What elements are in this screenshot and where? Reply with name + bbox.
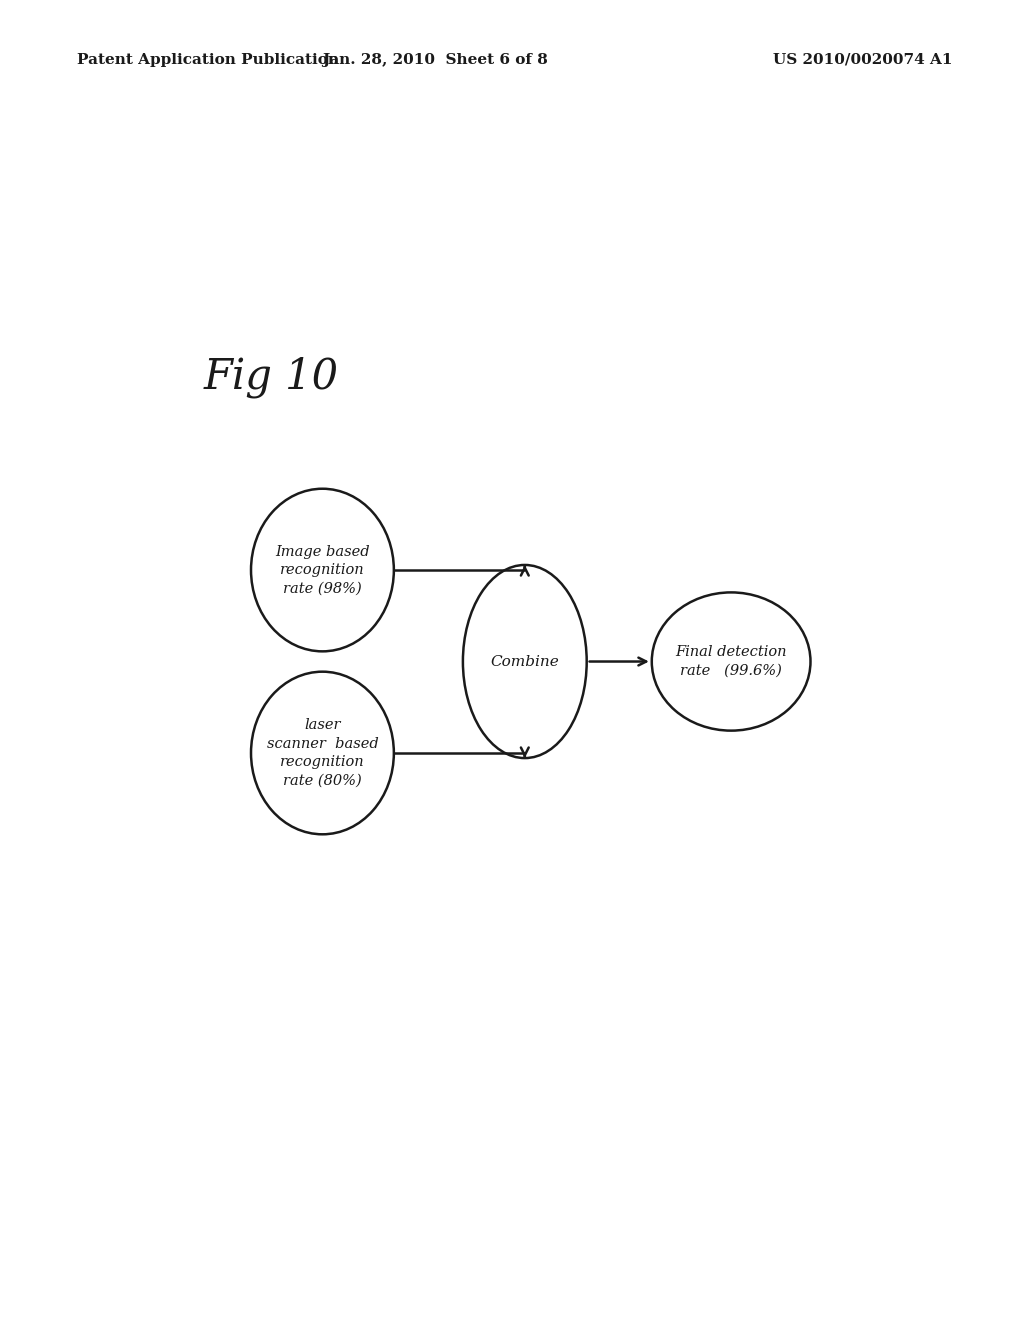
Text: Patent Application Publication: Patent Application Publication (77, 53, 339, 67)
Text: Image based
recognition
rate (98%): Image based recognition rate (98%) (275, 545, 370, 595)
Text: laser
scanner  based
recognition
rate (80%): laser scanner based recognition rate (80… (266, 718, 378, 788)
Text: US 2010/0020074 A1: US 2010/0020074 A1 (773, 53, 952, 67)
Text: Combine: Combine (490, 655, 559, 668)
Text: Jan. 28, 2010  Sheet 6 of 8: Jan. 28, 2010 Sheet 6 of 8 (323, 53, 548, 67)
Text: Fig 10: Fig 10 (204, 356, 339, 397)
Text: Final detection
rate   (99.6%): Final detection rate (99.6%) (676, 645, 786, 677)
